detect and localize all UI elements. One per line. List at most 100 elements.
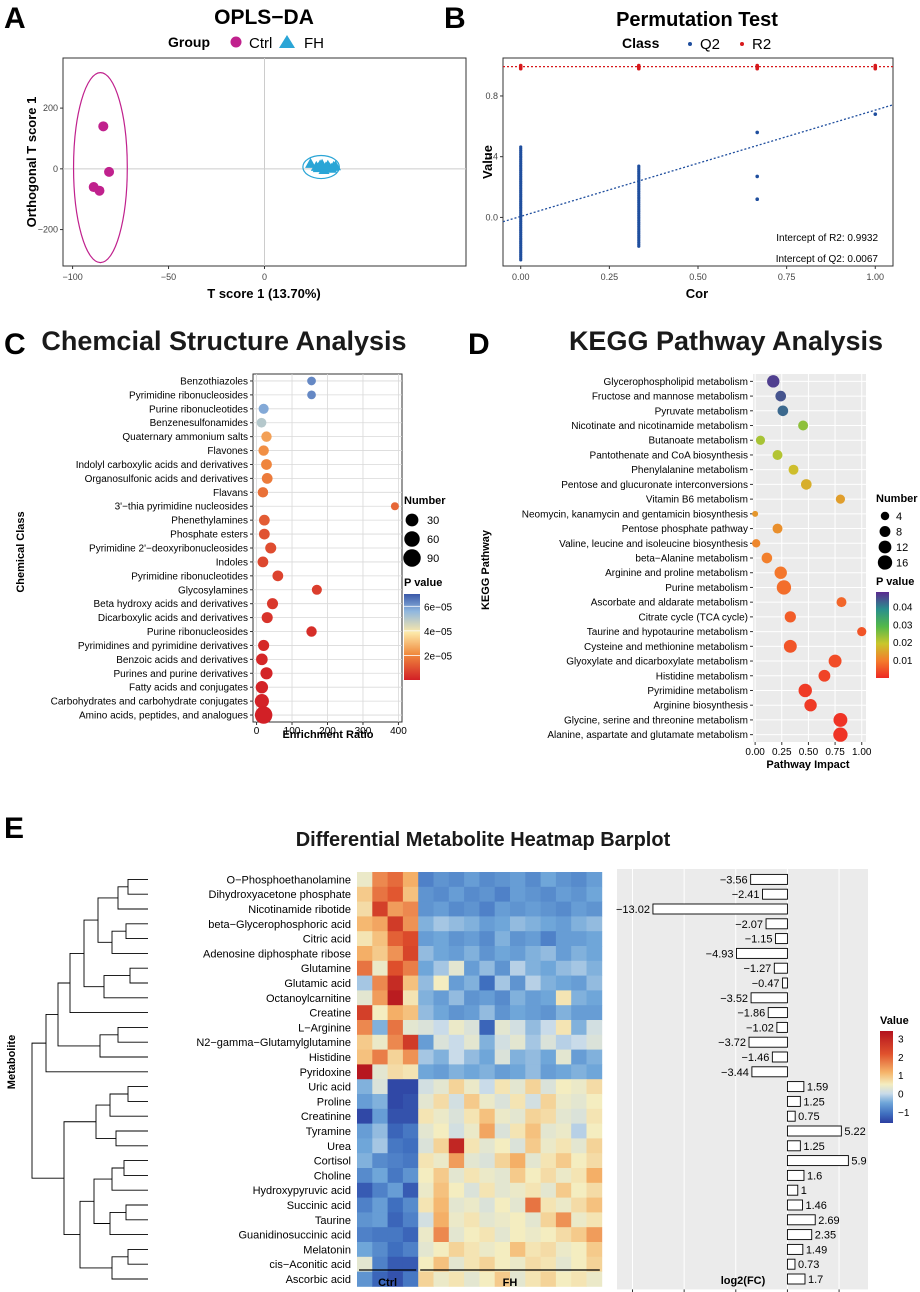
heatmap-cell xyxy=(372,916,388,932)
heatmap-cell xyxy=(433,1123,450,1139)
heatmap-cell xyxy=(402,1168,419,1184)
data-point xyxy=(258,528,270,540)
heatmap-cell xyxy=(479,901,496,917)
data-point-q2 xyxy=(755,130,760,135)
data-point xyxy=(836,597,847,608)
heatmap-cell xyxy=(510,960,526,976)
heatmap-cell xyxy=(525,1108,541,1124)
heatmap-cell xyxy=(387,1094,404,1110)
dendrogram-branch xyxy=(93,1178,112,1224)
heatmap-cell xyxy=(540,1168,557,1184)
category-label: Citrate cycle (TCA cycle) xyxy=(639,612,748,623)
heatmap-cell xyxy=(418,1256,434,1272)
heatmap-cell xyxy=(387,1168,404,1184)
dendrogram-branch xyxy=(115,1130,148,1147)
heatmap-cell xyxy=(418,1271,434,1287)
data-point-q2 xyxy=(519,145,523,149)
heatmap-cell xyxy=(402,1182,419,1198)
dendrogram-branch xyxy=(125,923,148,940)
heatmap-cell xyxy=(402,1094,419,1110)
heatmap-cell xyxy=(357,1256,373,1272)
heatmap-cell xyxy=(464,1005,480,1021)
heatmap-cell xyxy=(372,1020,388,1036)
heatmap-cell xyxy=(479,946,496,962)
heatmap-cell xyxy=(464,1034,480,1050)
bar xyxy=(786,1081,805,1093)
heatmap-cell xyxy=(387,931,404,947)
chart-title: Chemcial Structure Analysis xyxy=(41,326,406,356)
color-legend-label: −1 xyxy=(898,1108,910,1119)
bar xyxy=(786,1155,849,1167)
heatmap-cell xyxy=(387,946,404,962)
heatmap-cell xyxy=(372,886,388,902)
chart-title: Differential Metabolite Heatmap Barplot xyxy=(296,829,671,851)
heatmap-cell xyxy=(479,916,496,932)
heatmap-cell xyxy=(586,1108,603,1124)
heatmap-cell xyxy=(402,1108,419,1124)
heatmap-cell xyxy=(402,1020,419,1036)
heatmap-cell xyxy=(540,931,557,947)
heatmap-cell xyxy=(357,931,373,947)
heatmap-cell xyxy=(540,960,557,976)
color-legend-label: 0.04 xyxy=(893,602,913,613)
heatmap-cell xyxy=(433,975,450,991)
bar-value-label: 5.9 xyxy=(851,1156,866,1168)
x-tick-label: 0 xyxy=(254,726,260,737)
heatmap-cell xyxy=(448,990,465,1006)
heatmap-cell xyxy=(402,1034,419,1050)
bar-value-label: −2.07 xyxy=(735,919,763,931)
heatmap-cell xyxy=(387,1034,404,1050)
x-axis-label: Cor xyxy=(686,286,708,301)
heatmap-cell xyxy=(464,901,480,917)
heatmap-cell xyxy=(418,1227,434,1243)
heatmap-cell xyxy=(418,1020,434,1036)
heatmap-cell xyxy=(387,1227,404,1243)
heatmap-cell xyxy=(586,1242,603,1258)
heatmap-cell xyxy=(357,1064,373,1080)
heatmap-cell xyxy=(402,1197,419,1213)
heatmap-cell xyxy=(357,1108,373,1124)
data-point xyxy=(784,611,796,623)
heatmap-cell xyxy=(525,901,541,917)
data-point xyxy=(261,459,272,470)
heatmap-cell xyxy=(479,1153,496,1169)
heatmap-cell xyxy=(448,1123,465,1139)
heatmap-cell xyxy=(555,1242,572,1258)
data-point xyxy=(857,627,867,637)
x-tick-label: 0.25 xyxy=(601,272,619,282)
heatmap-cell xyxy=(586,1227,603,1243)
heatmap-cell xyxy=(448,1168,465,1184)
heatmap-cell xyxy=(586,1064,603,1080)
heatmap-cell xyxy=(464,1123,480,1139)
heatmap-cell xyxy=(510,872,526,888)
heatmap-cell xyxy=(479,872,496,888)
data-point xyxy=(266,598,279,610)
heatmap-cell xyxy=(494,946,511,962)
heatmap-cell xyxy=(525,990,541,1006)
heatmap-cell xyxy=(402,1271,419,1287)
heatmap-cell xyxy=(571,1197,587,1213)
category-label: Glycosylamines xyxy=(178,585,248,596)
heatmap-cell xyxy=(571,1256,587,1272)
heatmap-cell xyxy=(494,1079,511,1095)
dendrogram-branch xyxy=(79,1200,112,1269)
heatmap-cell xyxy=(555,1049,572,1065)
heatmap-cell xyxy=(418,1034,434,1050)
heatmap-cell xyxy=(448,1020,465,1036)
data-point xyxy=(767,375,780,388)
heatmap-cell xyxy=(418,1212,434,1228)
heatmap-cell xyxy=(510,1020,526,1036)
color-legend-label: 0.01 xyxy=(893,656,913,667)
heatmap-cell xyxy=(510,901,526,917)
heatmap-cell xyxy=(402,1242,419,1258)
metabolite-label: Glutamine xyxy=(301,963,351,975)
dendrogram-branch xyxy=(103,975,148,999)
heatmap-cell xyxy=(464,1182,480,1198)
heatmap-cell xyxy=(555,1271,572,1287)
category-label: Pyrimidines and pyrimidine derivatives xyxy=(78,641,248,652)
heatmap-cell xyxy=(479,990,496,1006)
heatmap-cell xyxy=(571,1079,587,1095)
heatmap-cell xyxy=(387,1108,404,1124)
bar xyxy=(762,888,788,900)
heatmap-cell xyxy=(479,1020,496,1036)
